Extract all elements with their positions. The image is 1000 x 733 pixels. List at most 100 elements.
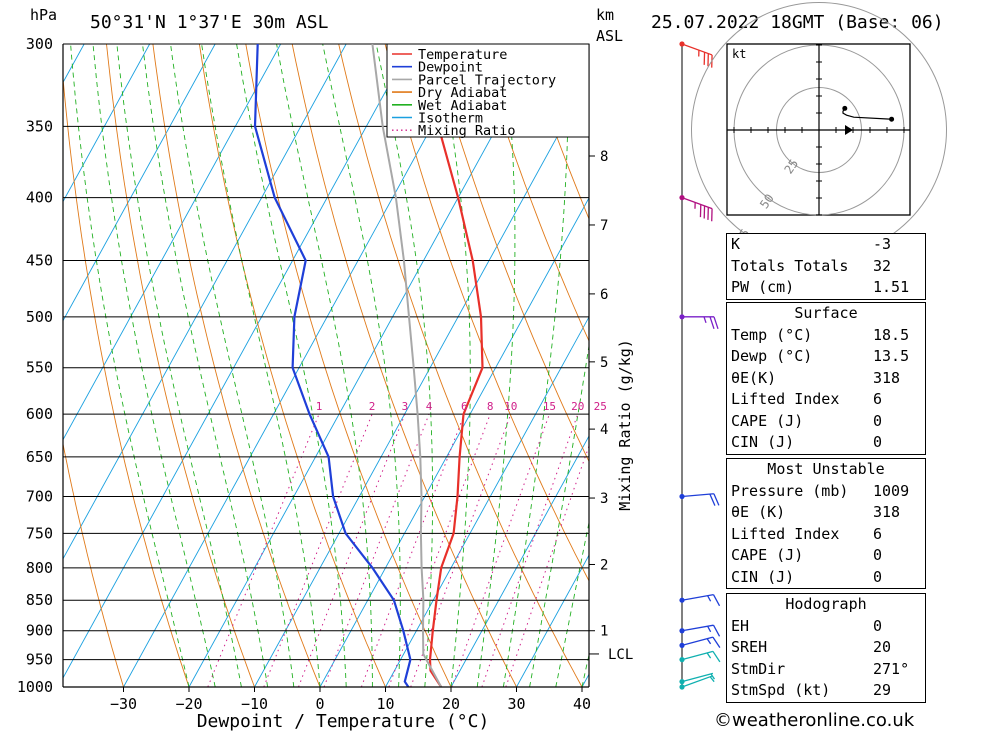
mixing-ratio-lines: [207, 414, 589, 687]
mixing-ratio-tick-label: 10: [504, 400, 517, 413]
wind-barb-staff: [681, 672, 714, 683]
wet-adiabat-line: [142, 44, 269, 687]
index-row: K -3: [727, 234, 925, 256]
wind-barb: [679, 493, 720, 506]
most-unstable-title: Most Unstable: [767, 460, 885, 478]
wind-barb-flag: [712, 636, 721, 648]
credit-link[interactable]: ©weatheronline.co.uk: [714, 710, 915, 731]
hodograph-table: Hodograph EH 0 SREH 20 StmDir 271° StmSpd (kt)…: [726, 593, 926, 703]
surface-row: θE(K) 318: [727, 368, 925, 390]
mixing-ratio-tick-label: 20: [571, 400, 584, 413]
hodograph-label: StmSpd (kt): [731, 681, 831, 699]
sounding-series: [253, 44, 484, 687]
mixing-ratio-line: [207, 414, 320, 687]
pressure-tick-label: 750: [26, 524, 53, 542]
most-unstable-label: CAPE (J): [731, 546, 804, 564]
mixing-ratio-tick-label: 1: [316, 400, 323, 413]
wet-adiabat-line: [70, 44, 190, 687]
legend-label: Wet Adiabat: [418, 98, 507, 114]
wind-barb-dot: [679, 642, 685, 648]
surface-row: Lifted Index 6: [727, 389, 925, 411]
wet-adiabat-line: [555, 520, 589, 687]
temperature-line: [423, 44, 484, 687]
mixing-ratio-tick-label: 2: [369, 400, 376, 413]
isotherm-line: [385, 316, 589, 687]
surface-label: CIN (J): [731, 433, 795, 451]
most-unstable-value: 318: [873, 503, 901, 521]
hodograph-row: StmDir 271°: [727, 659, 925, 681]
wind-barb: [679, 195, 713, 222]
most-unstable-label: θE (K): [731, 503, 786, 521]
station-location: 50°31'N 1°37'E 30m ASL: [90, 12, 329, 33]
isotherm-line: [254, 77, 589, 687]
most-unstable-value: 6: [873, 524, 883, 543]
hodograph-ring-label: 25: [781, 157, 801, 177]
hodograph-row: StmSpd (kt) 29: [727, 680, 925, 702]
isotherm-line: [63, 44, 216, 322]
wind-barb-half-flag: [707, 625, 712, 633]
surface-row: Dewp (°C) 13.5: [727, 346, 925, 368]
wet-adiabat-line: [170, 44, 295, 687]
datetime-label: 25.07.2022 18GMT (Base: 06): [651, 12, 944, 33]
wind-barb-half-flag: [703, 316, 707, 324]
mixing-ratio-line: [323, 414, 430, 687]
km-label: km: [596, 6, 615, 24]
temperature-tick-label: −10: [241, 695, 268, 713]
wind-barb-staff: [681, 197, 713, 210]
wet-adiabat-line: [201, 44, 321, 687]
pressure-tick-label: 700: [26, 488, 53, 506]
surface-row: CIN (J) 0: [727, 432, 925, 454]
temperature-tick-label: −30: [110, 695, 137, 713]
index-label: K: [731, 235, 741, 253]
pressure-tick-label: 850: [26, 591, 53, 609]
dry-adiabat-line: [152, 44, 321, 687]
lcl-label: LCL: [608, 647, 633, 663]
surface-value: 0: [873, 411, 883, 430]
km-tick-label: 7: [600, 218, 608, 234]
mixing-ratio-line: [481, 414, 579, 687]
km-tick-label: 8: [600, 149, 608, 165]
mixing-ratio-line: [298, 414, 406, 687]
index-label: Totals Totals: [731, 256, 849, 275]
surface-value: 13.5: [873, 347, 910, 365]
km-tick-label: 1: [600, 624, 608, 640]
wet-adiabat-line: [476, 44, 516, 687]
most-unstable-row: CAPE (J) 0: [727, 545, 925, 567]
pressure-tick-label: 450: [26, 252, 53, 270]
mixing-ratio-tick-label: 6: [461, 400, 468, 413]
km-tick-label: 3: [600, 491, 608, 507]
indices-table: K -3 Totals Totals 32 PW (cm) 1.51: [726, 233, 926, 300]
wind-barb-half-flag: [706, 638, 712, 645]
axes: 1 2 3 4 6 8 10 15 20 2530035040045050055060065070…: [17, 35, 634, 732]
pressure-tick-label: 650: [26, 448, 53, 466]
hodograph-row: EH 0: [727, 616, 925, 638]
wind-barb-dot: [679, 657, 685, 663]
hodograph-value: 0: [873, 616, 883, 635]
storm-motion-marker: [845, 125, 853, 135]
pressure-unit-label: hPa: [30, 6, 58, 24]
wind-barb: [679, 672, 716, 685]
legend-label: Temperature: [418, 47, 507, 63]
km-tick-label: 2: [600, 557, 608, 573]
pressure-tick-label: 600: [26, 405, 53, 423]
surface-row: CAPE (J) 0: [727, 411, 925, 433]
mixing-ratio-line: [388, 414, 491, 687]
hodograph-ring-label: 50: [757, 191, 777, 211]
wind-barbs: [679, 41, 721, 690]
most-unstable-label: CIN (J): [731, 567, 795, 586]
mixing-ratio-tick-label: 3: [402, 400, 409, 413]
hodograph-row: SREH 20: [727, 637, 925, 659]
wind-barb: [679, 41, 713, 68]
wet-adiabat-line: [116, 44, 242, 687]
pressure-tick-label: 300: [26, 35, 53, 53]
wind-barb-staff: [681, 493, 714, 498]
hodograph-value: 29: [873, 681, 892, 699]
most-unstable-table: Most Unstable Pressure (mb) 1009 θE (K) 318…: [726, 458, 926, 589]
index-row: Totals Totals 32: [727, 256, 925, 278]
legend-label: Dewpoint: [418, 60, 483, 76]
parcel-trajectory-line: [371, 44, 443, 687]
most-unstable-row: Lifted Index 6: [727, 524, 925, 546]
surface-value: 18.5: [873, 325, 910, 344]
most-unstable-value: 0: [873, 546, 883, 564]
